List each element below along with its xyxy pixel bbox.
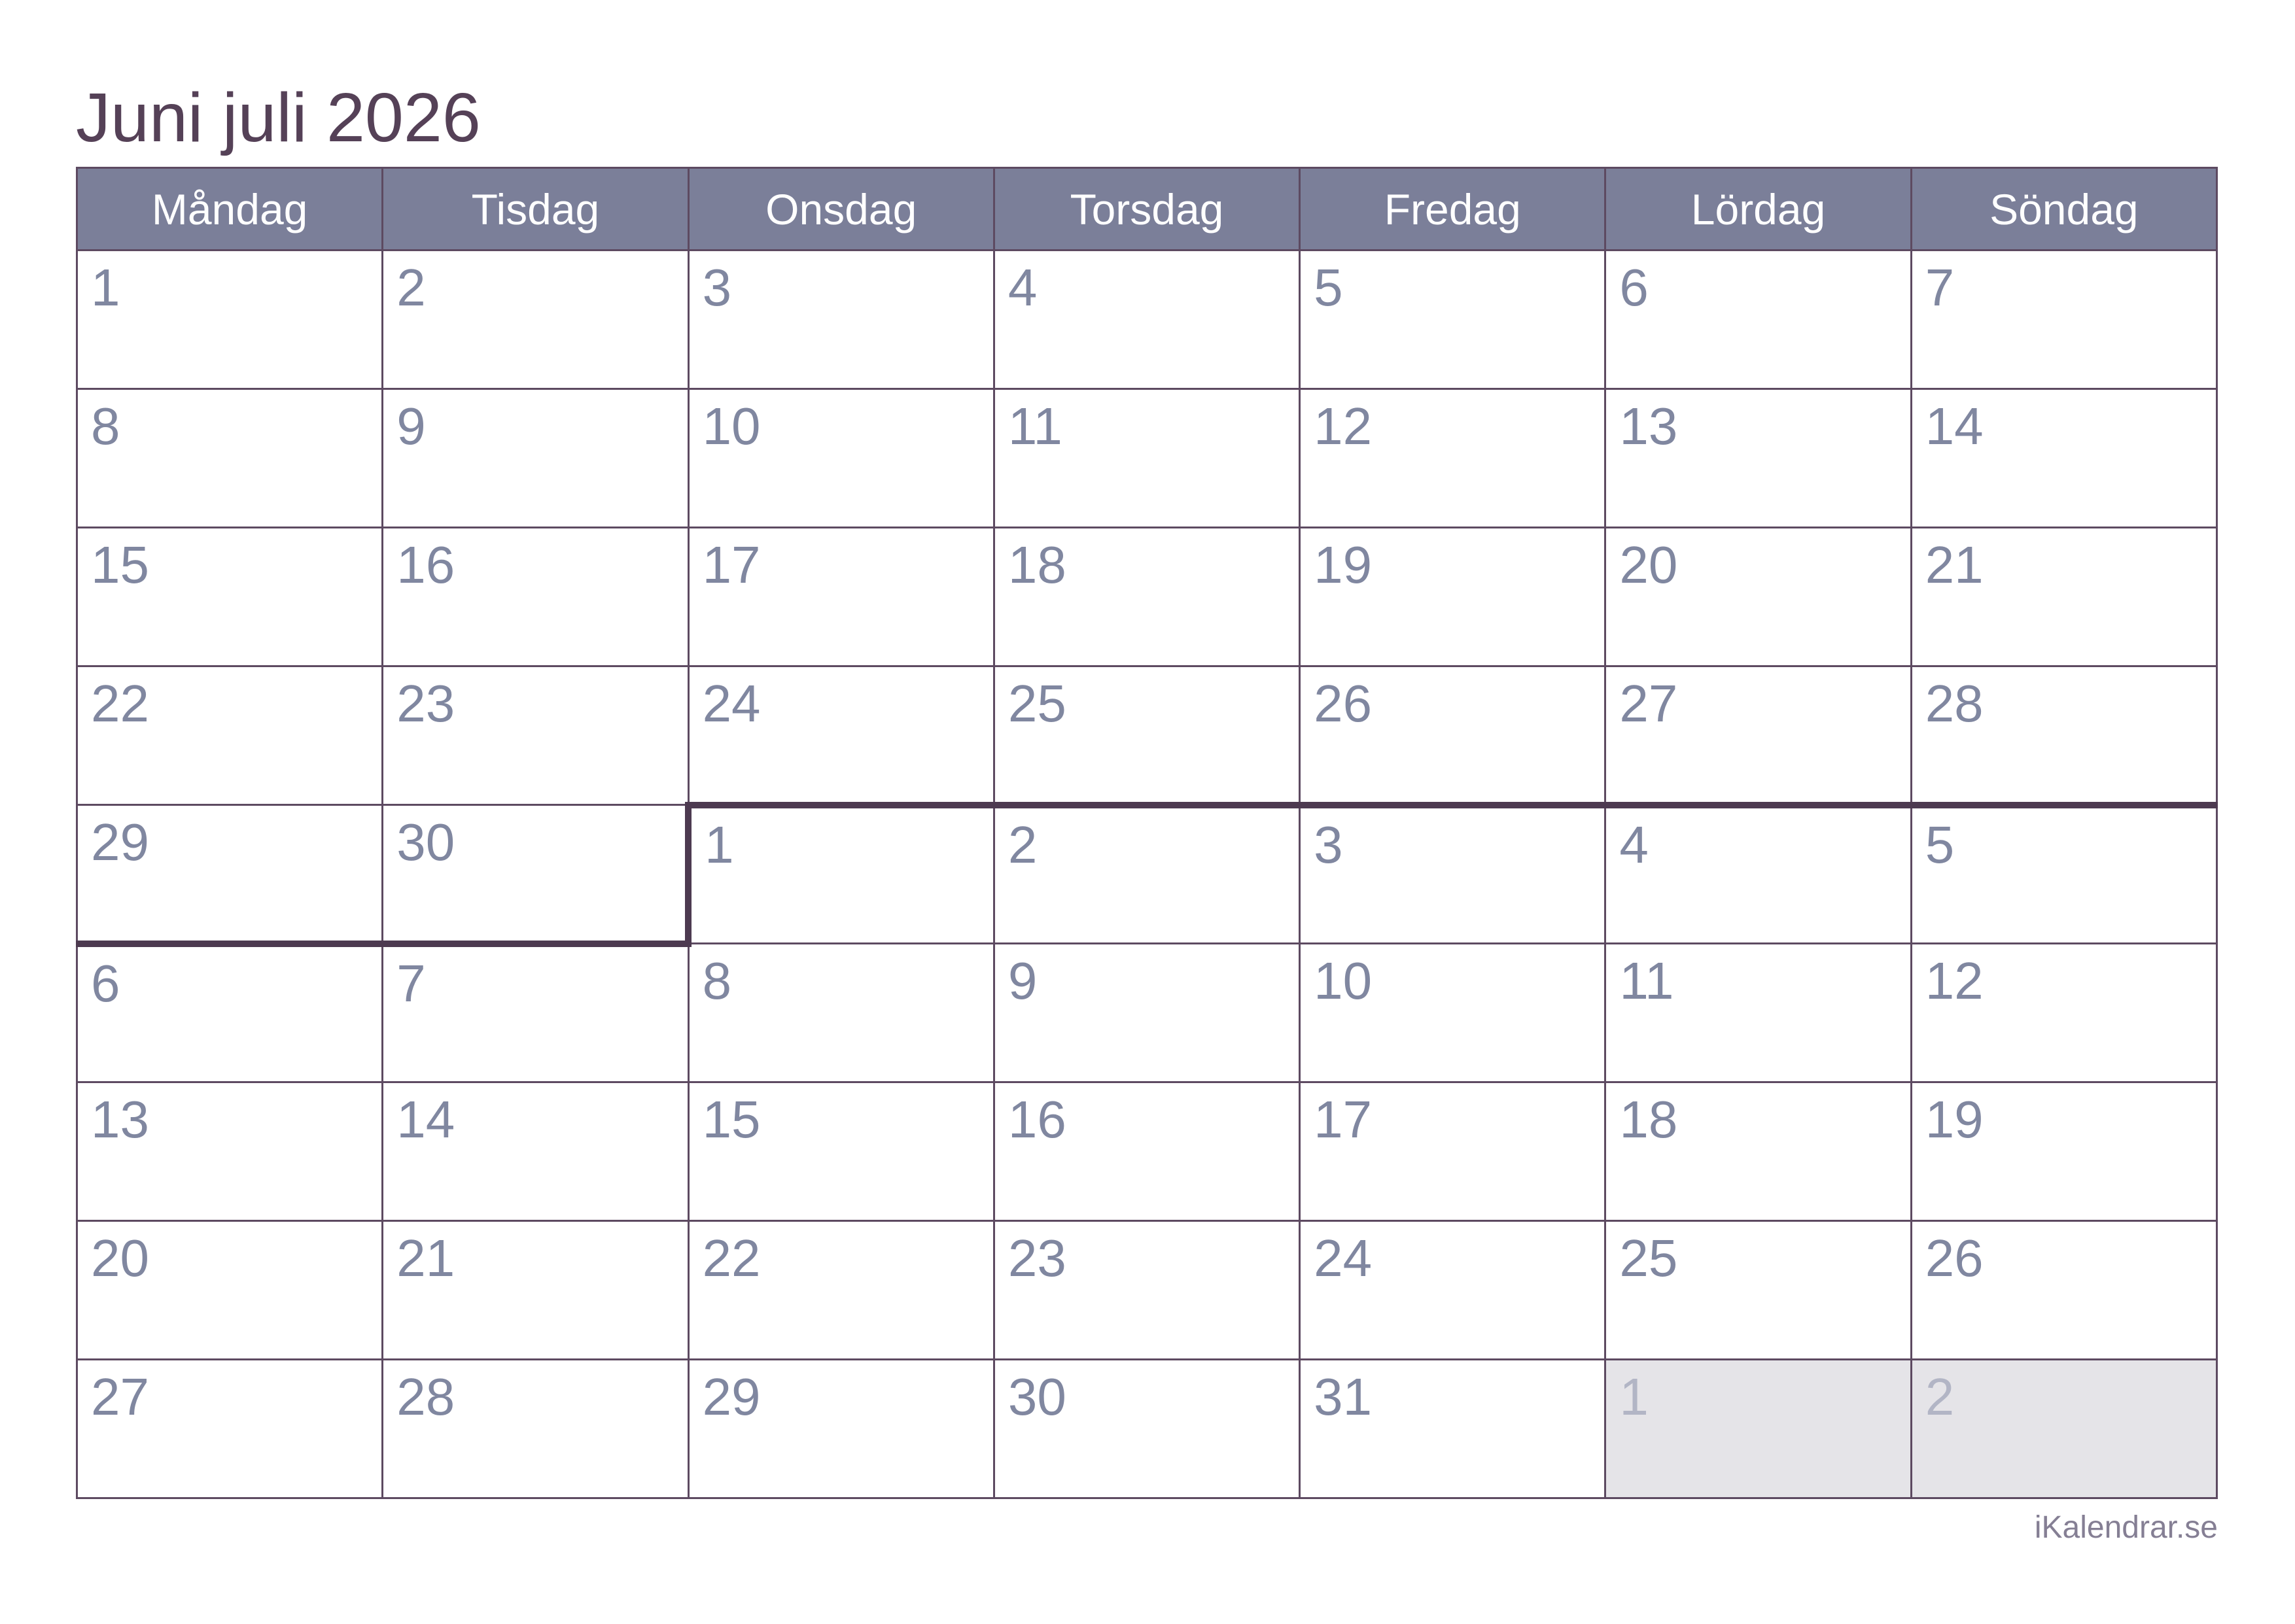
day-cell: 22 <box>687 1220 995 1360</box>
day-cell: 26 <box>1299 665 1607 808</box>
day-cell: 15 <box>75 527 384 667</box>
day-cell: 12 <box>1299 388 1607 528</box>
day-cell: 1 <box>685 801 995 944</box>
day-cell: 26 <box>1910 1220 2218 1360</box>
day-cell: 14 <box>381 1081 690 1222</box>
day-cell: 2 <box>992 801 1301 944</box>
day-cell: 8 <box>75 388 384 528</box>
calendar-body: 1 2 3 4 5 6 7 8 9 10 11 12 13 14 15 16 17 18 19 20 21 22 23 24 2… <box>75 249 2218 1499</box>
day-cell: 5 <box>1299 249 1607 390</box>
day-cell: 25 <box>992 665 1301 808</box>
weekday-header-4: Torsdag <box>992 167 1301 251</box>
day-cell: 24 <box>1299 1220 1607 1360</box>
weekday-header-row: Måndag Tisdag Onsdag Torsdag Fredag Lördag Sön… <box>75 167 2218 251</box>
day-cell: 22 <box>75 665 384 806</box>
day-cell: 19 <box>1299 527 1607 667</box>
weekday-header-2: Tisdag <box>381 167 690 251</box>
day-cell: 1 <box>75 249 384 390</box>
calendar-week-row: 15 16 17 18 19 20 21 <box>75 527 2218 667</box>
day-cell: 17 <box>687 527 995 667</box>
weekday-header-6: Lördag <box>1604 167 1912 251</box>
day-cell: 28 <box>381 1358 690 1499</box>
calendar-week-row: 29 30 1 2 3 4 5 <box>75 801 2218 947</box>
calendar-header: Måndag Tisdag Onsdag Torsdag Fredag Lördag Sön… <box>75 167 2218 251</box>
weekday-header-1: Måndag <box>75 167 384 251</box>
day-cell: 23 <box>381 665 690 806</box>
day-cell: 24 <box>687 665 995 808</box>
day-cell: 4 <box>1604 801 1912 944</box>
day-cell: 1 <box>1604 1358 1912 1499</box>
day-cell: 7 <box>1910 249 2218 390</box>
day-cell: 21 <box>381 1220 690 1360</box>
weekday-header-7: Söndag <box>1910 167 2218 251</box>
day-cell: 5 <box>1910 801 2218 944</box>
day-cell: 28 <box>1910 665 2218 808</box>
day-cell: 18 <box>1604 1081 1912 1222</box>
day-cell: 6 <box>75 940 384 1083</box>
calendar-week-row: 20 21 22 23 24 25 26 <box>75 1220 2218 1360</box>
calendar-week-row: 6 7 8 9 10 11 12 <box>75 940 2218 1083</box>
day-cell: 20 <box>75 1220 384 1360</box>
day-cell: 14 <box>1910 388 2218 528</box>
calendar-week-row: 22 23 24 25 26 27 28 <box>75 665 2218 808</box>
calendar-week-row: 13 14 15 16 17 18 19 <box>75 1081 2218 1222</box>
day-cell: 31 <box>1299 1358 1607 1499</box>
day-cell: 11 <box>992 388 1301 528</box>
day-cell: 16 <box>992 1081 1301 1222</box>
day-cell: 2 <box>381 249 690 390</box>
calendar-week-row: 8 9 10 11 12 13 14 <box>75 388 2218 528</box>
day-cell: 6 <box>1604 249 1912 390</box>
day-cell: 29 <box>687 1358 995 1499</box>
calendar-table: Måndag Tisdag Onsdag Torsdag Fredag Lördag Sön… <box>75 167 2218 1499</box>
day-cell: 2 <box>1910 1358 2218 1499</box>
day-cell: 29 <box>75 804 384 947</box>
day-cell: 18 <box>992 527 1301 667</box>
day-cell: 23 <box>992 1220 1301 1360</box>
weekday-header-5: Fredag <box>1299 167 1607 251</box>
day-cell: 19 <box>1910 1081 2218 1222</box>
footer-brand: iKalendrar.se <box>2034 1510 2218 1545</box>
day-cell: 13 <box>1604 388 1912 528</box>
day-cell: 11 <box>1604 942 1912 1083</box>
day-cell: 7 <box>381 940 690 1083</box>
day-cell: 15 <box>687 1081 995 1222</box>
day-cell: 9 <box>992 942 1301 1083</box>
day-cell: 3 <box>687 249 995 390</box>
day-cell: 9 <box>381 388 690 528</box>
day-cell: 10 <box>687 388 995 528</box>
day-cell: 27 <box>75 1358 384 1499</box>
day-cell: 12 <box>1910 942 2218 1083</box>
day-cell: 10 <box>1299 942 1607 1083</box>
day-cell: 3 <box>1299 801 1607 944</box>
day-cell: 13 <box>75 1081 384 1222</box>
day-cell: 8 <box>687 942 995 1083</box>
day-cell: 17 <box>1299 1081 1607 1222</box>
day-cell: 20 <box>1604 527 1912 667</box>
day-cell: 21 <box>1910 527 2218 667</box>
day-cell: 27 <box>1604 665 1912 808</box>
calendar-week-row: 27 28 29 30 31 1 2 <box>75 1358 2218 1499</box>
day-cell: 30 <box>381 804 690 947</box>
day-cell: 4 <box>992 249 1301 390</box>
day-cell: 25 <box>1604 1220 1912 1360</box>
weekday-header-3: Onsdag <box>687 167 995 251</box>
day-cell: 16 <box>381 527 690 667</box>
day-cell: 30 <box>992 1358 1301 1499</box>
page-title: Juni juli 2026 <box>76 79 481 156</box>
